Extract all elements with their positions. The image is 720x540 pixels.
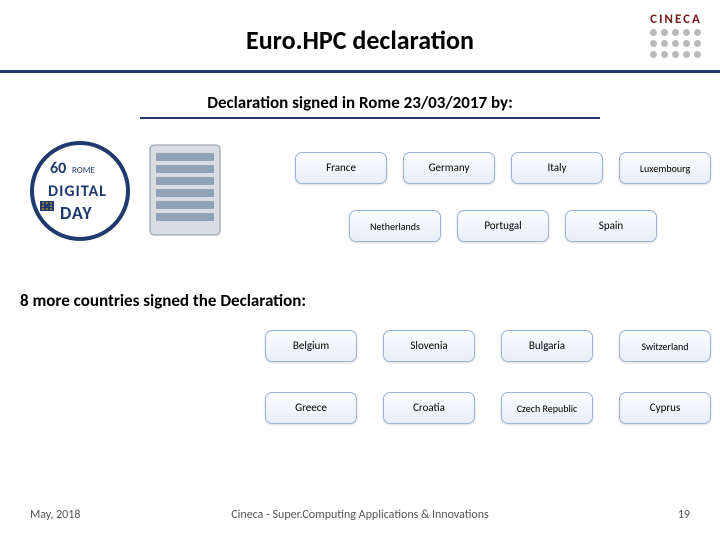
country-italy: Italy xyxy=(511,152,603,184)
country-croatia: Croatia xyxy=(383,392,475,424)
logo-dots-icon xyxy=(650,29,702,59)
country-bulgaria: Bulgaria xyxy=(501,330,593,362)
svg-text:DAY: DAY xyxy=(60,202,93,224)
country-france: France xyxy=(295,152,387,184)
page-number: 19 xyxy=(678,508,690,522)
slide-root: Euro.HPC declaration CINECA Declaration … xyxy=(0,0,720,540)
digital-day-icon: 60 ROME DIGITAL DAY xyxy=(20,135,240,245)
svg-text:60: 60 xyxy=(50,159,66,178)
cineca-logo: CINECA xyxy=(650,12,702,59)
slide-title: Euro.HPC declaration xyxy=(246,24,474,56)
footer-center: Cineca - Super.Computing Applications & … xyxy=(0,508,720,522)
country-luxembourg: Luxembourg xyxy=(619,152,711,184)
country-cyprus: Cyprus xyxy=(619,392,711,424)
divider-under-subtitle xyxy=(140,117,600,119)
digital-day-badge: 60 ROME DIGITAL DAY xyxy=(20,135,240,245)
country-spain: Spain xyxy=(565,210,657,242)
svg-text:ROME: ROME xyxy=(72,165,95,176)
country-germany: Germany xyxy=(403,152,495,184)
country-switzerland: Switzerland xyxy=(619,330,711,362)
footer: May, 2018 Cineca - Super.Computing Appli… xyxy=(0,508,720,528)
country-slovenia: Slovenia xyxy=(383,330,475,362)
logo-text: CINECA xyxy=(650,12,702,27)
country-greece: Greece xyxy=(265,392,357,424)
subtitle-signed-by: Declaration signed in Rome 23/03/2017 by… xyxy=(0,92,720,113)
svg-text:DIGITAL: DIGITAL xyxy=(48,182,107,201)
title-row: Euro.HPC declaration xyxy=(0,20,720,60)
country-portugal: Portugal xyxy=(457,210,549,242)
divider-top xyxy=(0,70,720,73)
country-netherlands: Netherlands xyxy=(349,210,441,242)
country-czech-republic: Czech Republic xyxy=(501,392,593,424)
country-belgium: Belgium xyxy=(265,330,357,362)
subtitle-more-countries: 8 more countries signed the Declaration: xyxy=(20,290,306,311)
